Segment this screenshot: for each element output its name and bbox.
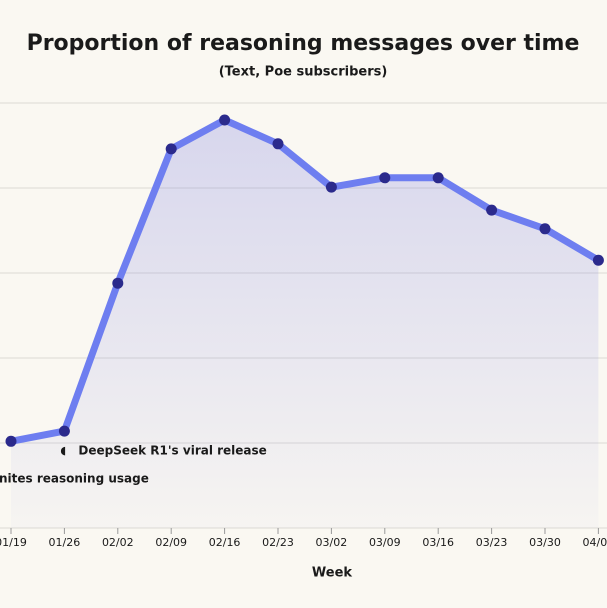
point: [432, 172, 444, 184]
point: [325, 181, 337, 193]
x-tick-label: 01/26: [49, 536, 81, 549]
x-tick-label: 02/23: [262, 536, 294, 549]
x-tick-label: 03/30: [529, 536, 561, 549]
x-tick-label: 03/02: [316, 536, 348, 549]
point: [58, 425, 70, 437]
annotation: nites reasoning usage: [0, 472, 149, 486]
x-tick-label: 03/09: [369, 536, 401, 549]
x-tick-label: 02/16: [209, 536, 241, 549]
line: [10, 116, 601, 445]
x-tick-label: 01/19: [0, 536, 27, 549]
annotation-icon: ◖: [60, 444, 66, 457]
point: [272, 138, 284, 150]
point: [379, 172, 391, 184]
x-tick-label: 02/02: [102, 536, 134, 549]
point: [592, 254, 604, 266]
point: [486, 204, 498, 216]
area: [11, 120, 599, 528]
chart-subtitle: (Text, Poe subscribers): [219, 65, 388, 80]
x-tick-label: 04/06: [583, 536, 607, 549]
point: [112, 277, 124, 289]
point: [539, 223, 551, 235]
point: [165, 143, 177, 155]
x-tick-label: 03/23: [476, 536, 508, 549]
x-tick-label: 02/09: [155, 536, 187, 549]
point: [5, 435, 17, 447]
point: [219, 114, 231, 126]
annotation: DeepSeek R1's viral release: [78, 444, 266, 458]
chart-title: Proportion of reasoning messages over ti…: [27, 31, 580, 56]
x-tick-label: 03/16: [422, 536, 454, 549]
x-axis-label: Week: [312, 566, 353, 581]
